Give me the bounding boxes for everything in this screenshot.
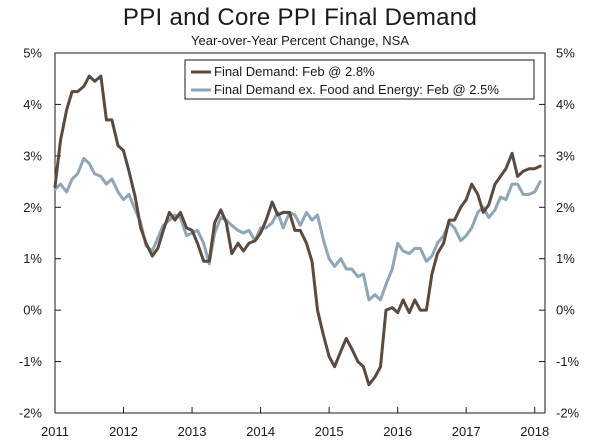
x-tick-label: 2011 [41, 424, 69, 439]
y-tick-label-right: -2% [556, 406, 580, 421]
legend-box [184, 59, 535, 100]
x-tick-label: 2014 [246, 424, 275, 439]
y-tick-label-left: 4% [23, 97, 42, 112]
legend-label-core: Final Demand ex. Food and Energy: Feb @ … [214, 82, 499, 97]
y-tick-label-right: 2% [556, 200, 575, 215]
y-tick-label-left: 1% [23, 251, 42, 266]
series-line-core [53, 156, 542, 302]
legend-label-final-demand: Final Demand: Feb @ 2.8% [214, 64, 375, 79]
x-tick-label: 2015 [315, 424, 344, 439]
y-tick-label-right: 0% [556, 303, 575, 318]
y-tick-label-left: 0% [23, 303, 42, 318]
x-tick-label: 2017 [452, 424, 481, 439]
plot-frame [54, 52, 546, 414]
y-tick-label-right: 5% [556, 46, 575, 61]
y-tick-label-right: 1% [556, 251, 575, 266]
x-tick-label: 2013 [178, 424, 207, 439]
x-tick-label: 2012 [109, 424, 138, 439]
y-tick-label-right: -1% [556, 354, 580, 369]
y-tick-label-left: -2% [19, 406, 43, 421]
y-tick-label-left: 5% [23, 46, 42, 61]
y-tick-label-left: 3% [23, 148, 42, 163]
series-line-final-demand [53, 74, 542, 387]
y-tick-label-right: 4% [556, 97, 575, 112]
chart-subtitle: Year-over-Year Percent Change, NSA [191, 33, 409, 48]
x-tick-label: 2016 [383, 424, 412, 439]
y-tick-label-left: 2% [23, 200, 42, 215]
chart-title: PPI and Core PPI Final Demand [122, 4, 478, 31]
y-tick-label-left: -1% [19, 354, 43, 369]
x-tick-label: 2018 [520, 424, 549, 439]
legend: Final Demand: Feb @ 2.8% Final Demand ex… [184, 59, 535, 100]
y-tick-label-right: 3% [556, 148, 575, 163]
series-layer [53, 74, 542, 387]
axis-labels: 5% 5% 4% 4% 3% 3% 2% 2% 1% 1% 0% 0% -1% -1% -2% -2% 2011… [19, 46, 580, 440]
